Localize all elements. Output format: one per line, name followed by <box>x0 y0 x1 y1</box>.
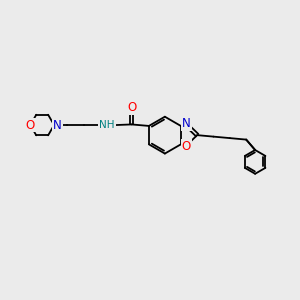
Text: O: O <box>182 140 191 153</box>
Text: N: N <box>53 118 62 131</box>
Text: O: O <box>26 118 35 131</box>
Text: NH: NH <box>99 120 115 130</box>
Text: O: O <box>127 101 136 114</box>
Text: N: N <box>182 117 191 130</box>
